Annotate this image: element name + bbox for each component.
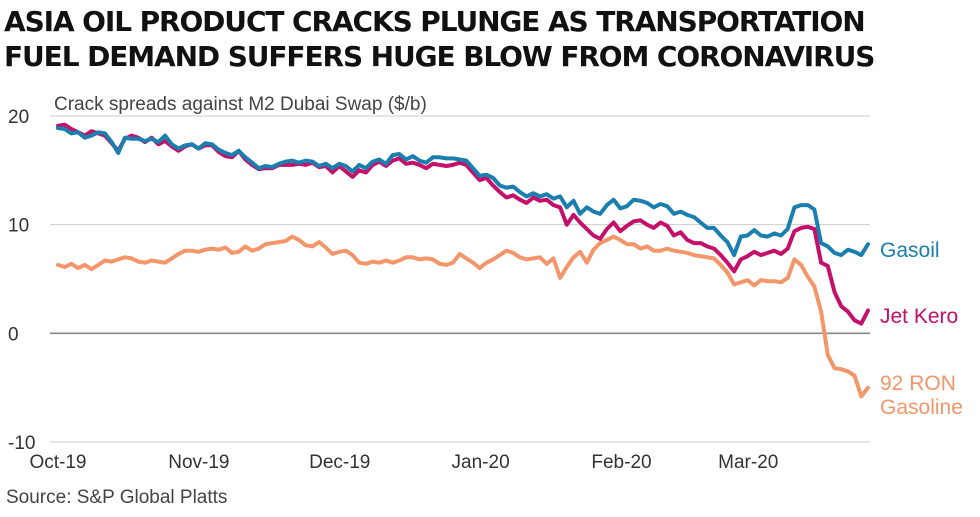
series-line-gasoil [56, 126, 870, 258]
series-label-gasoil: Gasoil [880, 239, 940, 262]
series-line-gasoline [56, 234, 870, 399]
y-tick-label: 0 [8, 324, 19, 345]
x-tick-label: Mar-20 [718, 452, 778, 473]
chart-title-line-2: FUEL DEMAND SUFFERS HUGE BLOW FROM CORON… [4, 40, 875, 73]
series-label-gasoline: 92 RON [880, 372, 956, 395]
y-tick-label: 20 [8, 107, 29, 128]
x-tick-label: Feb-20 [591, 452, 651, 473]
x-tick-label: Jan-20 [452, 452, 510, 473]
chart-subtitle: Crack spreads against M2 Dubai Swap ($/b… [54, 94, 427, 115]
x-tick-label: Oct-19 [29, 452, 86, 473]
x-tick-label: Nov-19 [168, 452, 229, 473]
series-label-gasoline: Gasoline [880, 396, 963, 419]
chart-title: ASIA OIL PRODUCT CRACKS PLUNGE AS TRANSP… [4, 4, 974, 74]
y-tick-label: 10 [8, 216, 29, 237]
y-tick-label: -10 [8, 433, 35, 454]
chart-title-line-1: ASIA OIL PRODUCT CRACKS PLUNGE AS TRANSP… [4, 5, 866, 38]
source-note: Source: S&P Global Platts [6, 487, 228, 508]
series-line-jet-kero [56, 122, 870, 326]
x-tick-label: Dec-19 [309, 452, 370, 473]
series-label-jet-kero: Jet Kero [880, 305, 958, 328]
